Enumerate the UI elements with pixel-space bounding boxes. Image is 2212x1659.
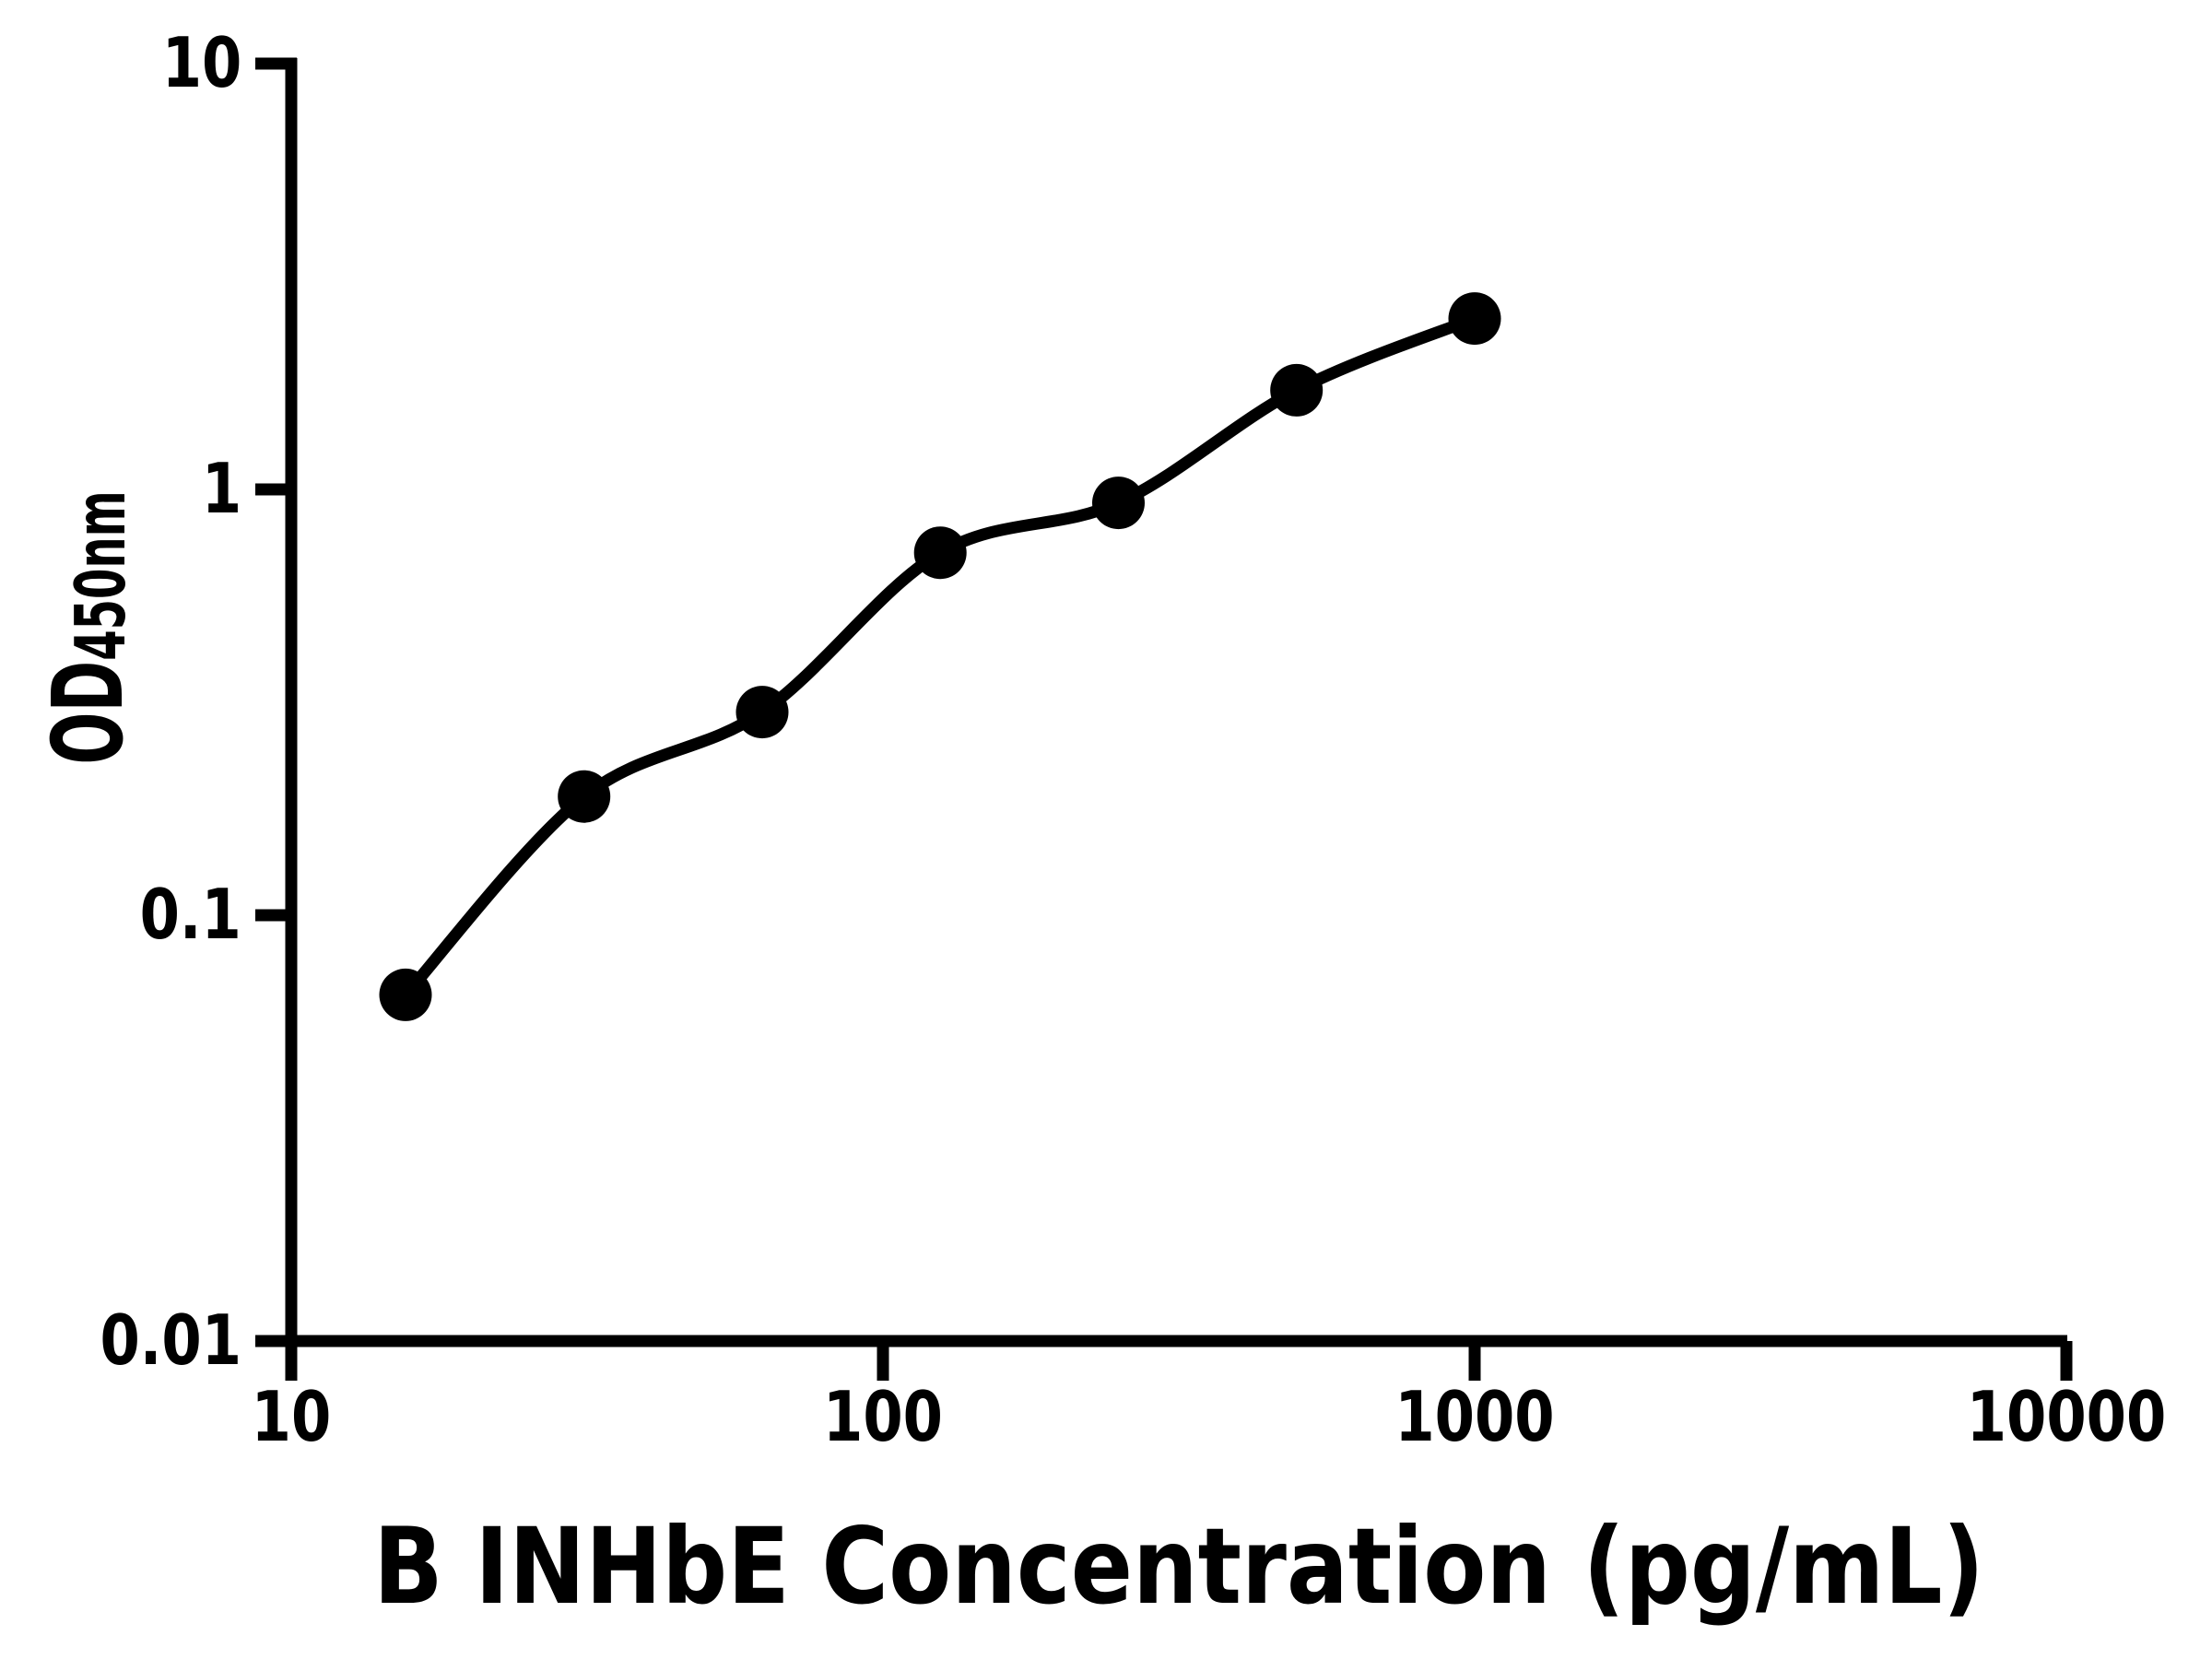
data-point-1000 [1448,292,1501,346]
y-axis-title-sub: 450nm [60,490,141,661]
x-tick-label-1000: 1000 [1394,1376,1555,1457]
data-point-125 [913,526,967,580]
y-axis-title-main: OD [32,660,145,765]
x-tick-label-10000: 10000 [1966,1376,2167,1457]
x-axis-title: B INHbE Concentration (pg/mL) [373,1505,1984,1628]
data-point-15.6 [379,968,432,1021]
data-point-500 [1270,363,1324,417]
data-point-31.25 [558,770,611,823]
x-tick-label-10: 10 [251,1376,332,1457]
x-tick-label-100: 100 [823,1376,943,1457]
standard-curve-line [401,312,1477,999]
y-tick-label-0.01: 0.01 [100,1300,241,1381]
y-axis-title: OD450nm [29,451,148,805]
y-tick-label-10: 10 [161,22,241,103]
data-point-62.5 [735,686,789,739]
data-point-250 [1092,477,1145,530]
y-tick-label-1: 1 [201,448,241,529]
y-tick-label-0.1: 0.1 [139,874,241,955]
